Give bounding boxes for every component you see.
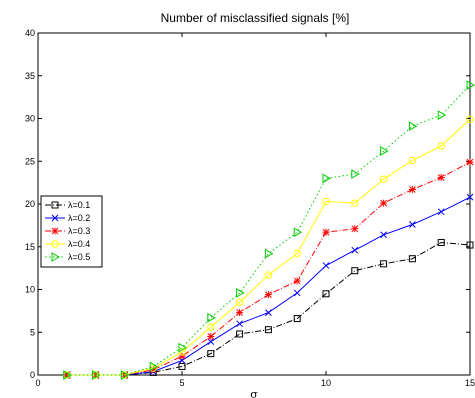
legend-marker: [51, 252, 61, 262]
data-point: [92, 370, 101, 380]
data-point: [437, 142, 445, 150]
data-point: [207, 323, 215, 331]
y-tick-label: 30: [25, 114, 35, 124]
data-point: [380, 260, 388, 268]
data-point: [379, 175, 388, 183]
data-point: [437, 238, 445, 246]
series-line: [66, 196, 471, 376]
series-5: [63, 80, 475, 380]
data-point: [120, 370, 130, 380]
data-point: [380, 146, 389, 156]
data-point: [408, 121, 418, 132]
data-point: [63, 370, 72, 380]
series-1: [63, 238, 474, 379]
data-point: [149, 366, 157, 374]
data-point: [207, 338, 215, 346]
series-line: [66, 241, 471, 376]
y-tick-label: 5: [30, 327, 35, 337]
data-point: [380, 199, 388, 207]
y-tick-label: 0: [30, 370, 35, 380]
data-point: [351, 169, 360, 179]
data-point: [236, 309, 244, 317]
legend-label: λ=0.3: [68, 226, 90, 236]
data-point: [409, 221, 416, 228]
data-point: [408, 156, 417, 165]
data-point: [207, 312, 216, 323]
data-point: [207, 350, 215, 358]
y-tick-label: 25: [25, 156, 35, 166]
data-point: [207, 333, 215, 341]
data-point: [351, 267, 359, 275]
x-tick-label: 0: [35, 378, 40, 388]
chart-title: Number of misclassified signals [%]: [161, 11, 350, 25]
axis-ticks: 0 5 10 15 0 5 10 15 20 25 30 35 40: [25, 28, 475, 388]
data-point: [408, 255, 416, 263]
y-tick-label: 15: [25, 242, 35, 252]
y-tick-label: 20: [25, 199, 35, 209]
series-3: [63, 158, 474, 379]
legend: λ=0.1 λ=0.2 λ=0.3 λ=0.4 λ=0.5: [40, 195, 103, 268]
data-point: [264, 271, 273, 279]
data-point: [293, 277, 301, 285]
legend-marker: [51, 201, 59, 209]
data-point: [265, 309, 272, 316]
plot-area: [37, 32, 471, 376]
y-tick-label: 40: [25, 28, 35, 38]
data-point: [236, 330, 244, 338]
data-point: [293, 227, 303, 238]
legend-label: λ=0.1: [68, 200, 90, 210]
y-tick-label: 35: [25, 71, 35, 81]
y-tick-label: 10: [25, 285, 35, 295]
data-point: [178, 342, 188, 353]
legend-marker: [51, 214, 59, 222]
data-point: [466, 241, 474, 249]
legend-marker: [51, 227, 59, 235]
data-point: [264, 248, 274, 259]
series-2: [63, 193, 474, 379]
x-tick-label: 10: [321, 378, 331, 388]
data-point: [380, 231, 387, 239]
data-point: [466, 115, 474, 124]
data-point: [322, 197, 330, 206]
legend-box: [40, 195, 103, 268]
data-point: [178, 362, 186, 370]
x-tick-label: 5: [179, 378, 184, 388]
data-point: [437, 173, 445, 181]
data-point: [322, 228, 330, 236]
data-point: [437, 110, 447, 120]
x-axis-label: σ: [250, 388, 258, 398]
data-point: [351, 246, 359, 254]
data-point: [351, 225, 359, 233]
data-point: [235, 298, 244, 307]
legend-label: λ=0.4: [68, 239, 90, 249]
data-point: [351, 199, 359, 207]
legend-label: λ=0.2: [68, 213, 90, 223]
data-point: [322, 262, 330, 269]
data-point: [322, 173, 332, 184]
series-layer: [63, 80, 475, 380]
series-line: [66, 118, 471, 376]
series-line: [66, 161, 471, 376]
data-point: [293, 315, 301, 323]
data-point: [149, 361, 159, 372]
data-point: [178, 352, 186, 360]
x-tick-label: 15: [465, 378, 475, 388]
legend-marker: [51, 240, 59, 248]
data-point: [264, 291, 272, 299]
data-point: [293, 289, 301, 297]
data-point: [408, 185, 416, 193]
data-point: [264, 326, 272, 334]
data-point: [236, 288, 245, 298]
series-4: [63, 115, 474, 379]
data-point: [293, 249, 301, 258]
legend-label: λ=0.5: [68, 252, 90, 262]
data-point: [236, 320, 243, 328]
data-point: [466, 80, 475, 91]
data-point: [437, 208, 445, 216]
data-point: [466, 158, 474, 166]
data-point: [466, 193, 474, 201]
data-point: [322, 290, 330, 298]
